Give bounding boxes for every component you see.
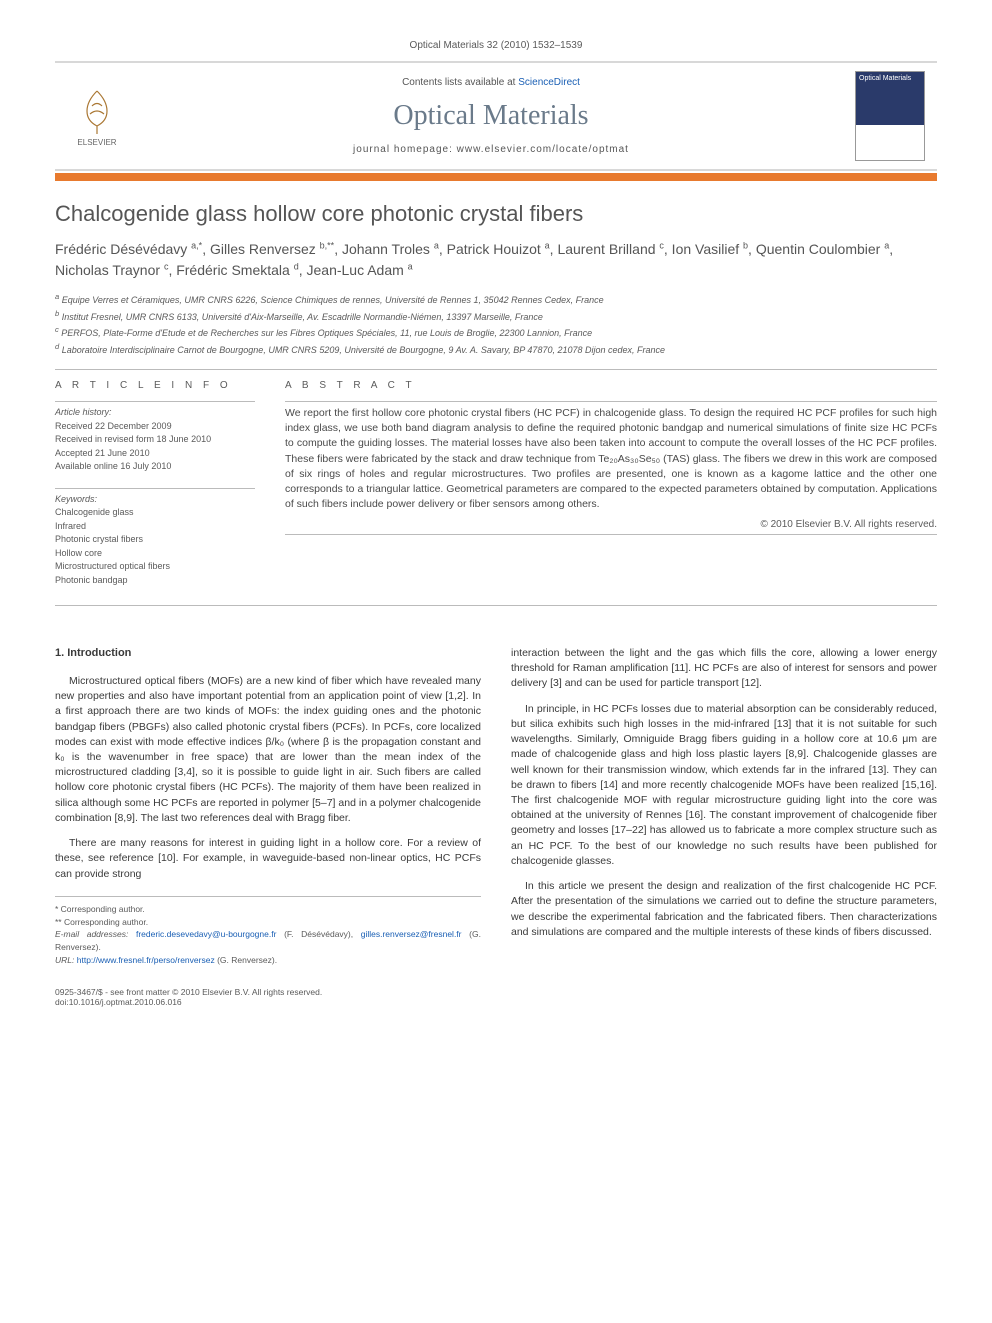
history-online: Available online 16 July 2010 [55, 460, 255, 474]
footer-doi: doi:10.1016/j.optmat.2010.06.016 [55, 997, 322, 1007]
journal-header: ELSEVIER Contents lists available at Sci… [55, 61, 937, 171]
keyword-item: Infrared [55, 520, 255, 534]
divider [55, 369, 937, 370]
divider [285, 401, 937, 402]
affiliations: a Equipe Verres et Céramiques, UMR CNRS … [55, 291, 937, 357]
email-link-1[interactable]: frederic.desevedavy@u-bourgogne.fr [136, 929, 276, 939]
keywords: Keywords: Chalcogenide glass Infrared Ph… [55, 493, 255, 588]
affiliation-c: c PERFOS, Plate-Forme d'Etude et de Rech… [55, 324, 937, 341]
affiliation-b: b Institut Fresnel, UMR CNRS 6133, Unive… [55, 308, 937, 325]
abstract-copyright: © 2010 Elsevier B.V. All rights reserved… [285, 519, 937, 530]
abstract-text: We report the first hollow core photonic… [285, 406, 937, 513]
homepage-prefix: journal homepage: [353, 144, 457, 155]
corresponding-footnotes: * Corresponding author. ** Corresponding… [55, 896, 481, 967]
homepage-url[interactable]: www.elsevier.com/locate/optmat [457, 144, 629, 155]
divider [285, 534, 937, 535]
footnote-url: URL: http://www.fresnel.fr/perso/renvers… [55, 954, 481, 967]
page-footer: 0925-3467/$ - see front matter © 2010 El… [55, 987, 937, 1007]
keyword-item: Photonic bandgap [55, 574, 255, 588]
abstract-label: A B S T R A C T [285, 380, 937, 391]
body-paragraph: interaction between the light and the ga… [511, 646, 937, 692]
footnote-star: * Corresponding author. [55, 903, 481, 916]
section-heading: 1. Introduction [55, 646, 481, 662]
url-link[interactable]: http://www.fresnel.fr/perso/renversez [77, 955, 215, 965]
keyword-item: Hollow core [55, 547, 255, 561]
affiliation-d: d Laboratoire Interdisciplinaire Carnot … [55, 341, 937, 358]
email-link-2[interactable]: gilles.renversez@fresnel.fr [361, 929, 462, 939]
elsevier-tree-icon [72, 86, 122, 136]
accent-bar [55, 173, 937, 181]
history-received: Received 22 December 2009 [55, 420, 255, 434]
footnote-dstar: ** Corresponding author. [55, 916, 481, 929]
divider [55, 401, 255, 402]
article-title: Chalcogenide glass hollow core photonic … [55, 201, 937, 227]
article-history: Article history: Received 22 December 20… [55, 406, 255, 474]
divider [55, 605, 937, 606]
authors-list: Frédéric Désévédavy a,*, Gilles Renverse… [55, 239, 937, 281]
body-paragraph: There are many reasons for interest in g… [55, 836, 481, 882]
publisher-name: ELSEVIER [77, 138, 116, 147]
cover-label: Optical Materials [859, 75, 911, 82]
email-label: E-mail addresses: [55, 929, 128, 939]
body-paragraph: In this article we present the design an… [511, 879, 937, 940]
publisher-logo: ELSEVIER [67, 81, 127, 151]
footer-copyright: 0925-3467/$ - see front matter © 2010 El… [55, 987, 322, 997]
journal-cover-thumbnail: Optical Materials [855, 71, 925, 161]
history-accepted: Accepted 21 June 2010 [55, 447, 255, 461]
body-column-left: 1. Introduction Microstructured optical … [55, 646, 481, 967]
divider [55, 488, 255, 489]
history-label: Article history: [55, 406, 255, 420]
journal-name: Optical Materials [127, 100, 855, 132]
affiliation-a: a Equipe Verres et Céramiques, UMR CNRS … [55, 291, 937, 308]
email-name-1: (F. Désévédavy), [284, 929, 353, 939]
history-revised: Received in revised form 18 June 2010 [55, 433, 255, 447]
article-info-label: A R T I C L E I N F O [55, 380, 255, 391]
footnote-emails: E-mail addresses: frederic.desevedavy@u-… [55, 928, 481, 954]
body-column-right: interaction between the light and the ga… [511, 646, 937, 967]
body-paragraph: Microstructured optical fibers (MOFs) ar… [55, 674, 481, 826]
sciencedirect-link[interactable]: ScienceDirect [518, 77, 580, 88]
keyword-item: Chalcogenide glass [55, 506, 255, 520]
homepage-line: journal homepage: www.elsevier.com/locat… [127, 144, 855, 155]
citation-line: Optical Materials 32 (2010) 1532–1539 [55, 40, 937, 51]
contents-prefix: Contents lists available at [402, 77, 518, 88]
keywords-label: Keywords: [55, 493, 255, 507]
body-paragraph: In principle, in HC PCFs losses due to m… [511, 702, 937, 869]
keyword-item: Photonic crystal fibers [55, 533, 255, 547]
url-name: (G. Renversez). [217, 955, 277, 965]
url-label: URL: [55, 955, 74, 965]
contents-line: Contents lists available at ScienceDirec… [127, 77, 855, 88]
keyword-item: Microstructured optical fibers [55, 560, 255, 574]
